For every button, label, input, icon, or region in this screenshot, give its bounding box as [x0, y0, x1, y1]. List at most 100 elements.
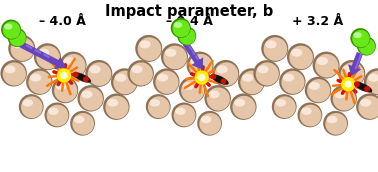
Circle shape: [279, 68, 305, 95]
Ellipse shape: [358, 96, 378, 119]
Ellipse shape: [89, 65, 101, 73]
Circle shape: [103, 93, 130, 120]
Ellipse shape: [215, 62, 238, 86]
Ellipse shape: [130, 62, 153, 85]
Circle shape: [1, 20, 21, 40]
Ellipse shape: [113, 71, 137, 94]
Ellipse shape: [157, 74, 168, 82]
Circle shape: [195, 70, 209, 85]
Circle shape: [238, 68, 265, 95]
Ellipse shape: [149, 99, 160, 107]
Ellipse shape: [48, 108, 59, 115]
Ellipse shape: [36, 46, 60, 69]
Text: – 4.0 Å: – 4.0 Å: [39, 15, 85, 28]
Circle shape: [356, 93, 378, 120]
Circle shape: [146, 94, 170, 119]
Circle shape: [111, 68, 138, 95]
Ellipse shape: [62, 54, 85, 78]
Circle shape: [187, 52, 214, 79]
Circle shape: [297, 103, 322, 127]
Ellipse shape: [163, 46, 187, 69]
Ellipse shape: [274, 96, 296, 118]
Ellipse shape: [12, 40, 24, 48]
Circle shape: [83, 76, 89, 82]
Circle shape: [230, 93, 257, 120]
Circle shape: [305, 77, 331, 103]
Text: Impact parameter, b: Impact parameter, b: [105, 4, 273, 19]
Ellipse shape: [10, 32, 19, 37]
Ellipse shape: [80, 87, 103, 111]
Circle shape: [0, 60, 27, 87]
Ellipse shape: [301, 108, 312, 115]
Circle shape: [161, 43, 188, 70]
Ellipse shape: [139, 40, 151, 48]
Ellipse shape: [216, 65, 228, 73]
Ellipse shape: [9, 30, 26, 46]
Ellipse shape: [22, 99, 33, 107]
Ellipse shape: [360, 99, 371, 107]
FancyArrow shape: [16, 40, 66, 69]
Circle shape: [45, 103, 69, 127]
Ellipse shape: [325, 113, 347, 135]
Circle shape: [338, 60, 365, 87]
Ellipse shape: [368, 74, 378, 82]
Circle shape: [350, 28, 370, 48]
Ellipse shape: [56, 82, 67, 90]
Circle shape: [197, 111, 222, 136]
Ellipse shape: [232, 96, 256, 119]
Ellipse shape: [72, 113, 94, 135]
Ellipse shape: [333, 87, 356, 111]
Ellipse shape: [181, 79, 204, 102]
Ellipse shape: [148, 96, 170, 118]
Circle shape: [52, 77, 78, 103]
Ellipse shape: [354, 82, 372, 92]
Circle shape: [364, 68, 378, 95]
Ellipse shape: [107, 99, 118, 107]
Circle shape: [341, 77, 355, 92]
Ellipse shape: [317, 57, 328, 65]
Circle shape: [364, 86, 370, 92]
Ellipse shape: [276, 99, 286, 107]
Ellipse shape: [105, 96, 129, 119]
Ellipse shape: [327, 116, 338, 123]
Ellipse shape: [81, 90, 93, 98]
Ellipse shape: [256, 62, 279, 85]
Circle shape: [172, 103, 196, 127]
Ellipse shape: [199, 113, 221, 135]
Ellipse shape: [3, 21, 20, 39]
Circle shape: [204, 85, 231, 112]
Circle shape: [73, 72, 79, 77]
Circle shape: [127, 60, 154, 87]
Circle shape: [211, 74, 216, 79]
Circle shape: [179, 77, 205, 103]
Circle shape: [198, 74, 205, 81]
Ellipse shape: [180, 30, 188, 36]
Ellipse shape: [309, 82, 320, 90]
Ellipse shape: [73, 72, 91, 83]
Text: + 3.2 Å: + 3.2 Å: [292, 15, 344, 28]
Ellipse shape: [138, 37, 161, 61]
Text: – 0.4 Å: – 0.4 Å: [166, 15, 212, 28]
Ellipse shape: [189, 54, 212, 78]
Circle shape: [357, 37, 376, 56]
Ellipse shape: [300, 105, 321, 126]
Circle shape: [345, 81, 352, 88]
Ellipse shape: [208, 90, 220, 98]
Circle shape: [135, 35, 162, 62]
Ellipse shape: [242, 74, 253, 82]
Ellipse shape: [28, 71, 51, 94]
Ellipse shape: [335, 90, 345, 98]
Ellipse shape: [165, 49, 177, 57]
Circle shape: [85, 60, 112, 87]
Ellipse shape: [201, 116, 211, 123]
Circle shape: [221, 78, 226, 84]
Circle shape: [253, 60, 280, 87]
Ellipse shape: [3, 62, 26, 85]
Circle shape: [34, 43, 61, 70]
Ellipse shape: [11, 37, 34, 61]
Ellipse shape: [234, 99, 245, 107]
Circle shape: [60, 72, 68, 79]
Circle shape: [323, 111, 348, 136]
Circle shape: [57, 68, 71, 83]
Ellipse shape: [265, 40, 277, 48]
